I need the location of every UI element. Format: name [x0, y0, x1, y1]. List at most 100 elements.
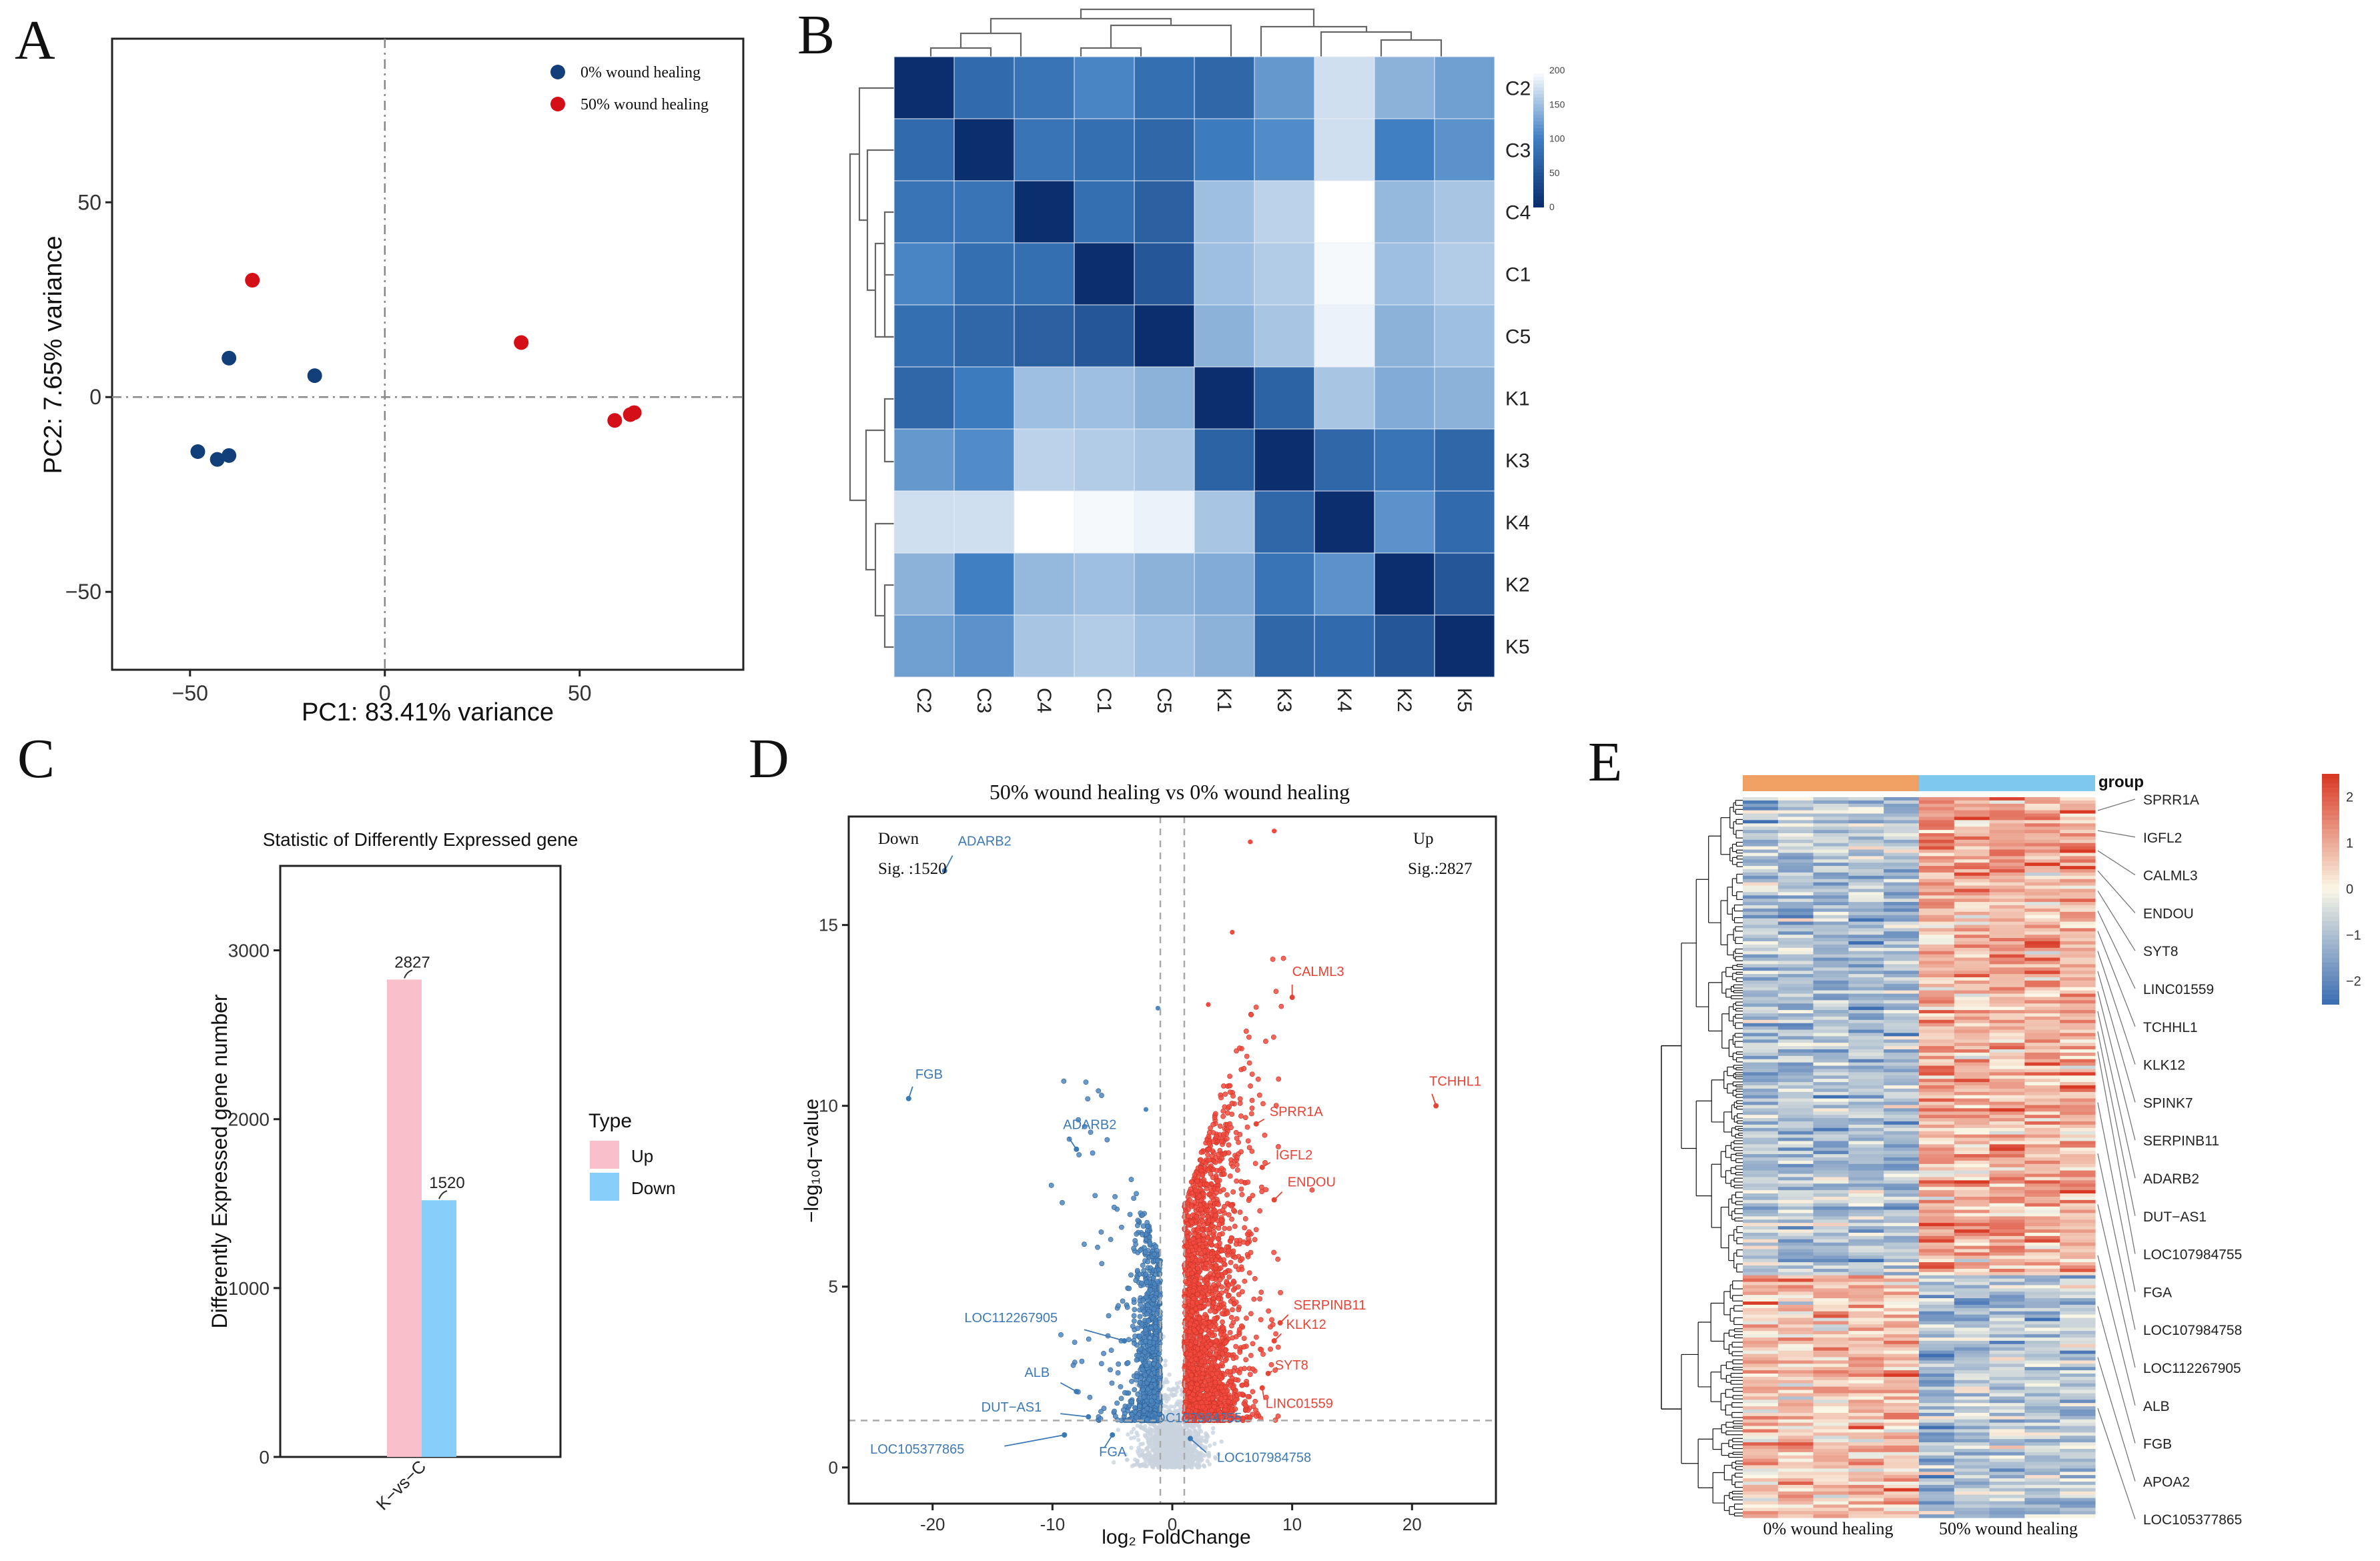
volcano-point-down — [1145, 1259, 1151, 1265]
volcano-point-down — [1146, 1360, 1152, 1366]
sample-heatmap-cell-3-5 — [1194, 242, 1255, 306]
volcano-point-down — [1098, 1409, 1104, 1414]
sample-heatmap-cell-4-6 — [1254, 304, 1315, 368]
volcano-point-ns — [1153, 1425, 1158, 1430]
sample-heatmap-cell-9-6 — [1254, 614, 1315, 678]
volcano-point-ns — [1186, 1464, 1191, 1469]
volcano-point-up — [1206, 1359, 1212, 1365]
sample-heatmap-cell-5-1 — [953, 366, 1015, 430]
volcano-gene-label-1: ADARB2 — [1063, 1118, 1116, 1133]
volcano-point-up — [1236, 1267, 1242, 1273]
sample-scale-segment-33 — [1533, 183, 1544, 187]
volcano-point-up — [1268, 1362, 1274, 1368]
volcano-point-up — [1199, 1387, 1205, 1392]
volcano-points — [1048, 829, 1315, 1470]
volcano-point-ns — [1203, 1431, 1208, 1436]
sample-heatmap-cell-5-0 — [893, 366, 955, 430]
pca-point-s1-0 — [245, 273, 260, 288]
volcano-point-up — [1238, 1186, 1244, 1192]
sample-heatmap-cell-1-9 — [1434, 118, 1495, 181]
volcano-point-down — [1134, 1223, 1140, 1228]
volcano-point-up — [1194, 1386, 1200, 1392]
volcano-point-up — [1237, 1350, 1243, 1355]
volcano-point-up — [1266, 1308, 1272, 1314]
volcano-point-ns — [1174, 1381, 1180, 1386]
sample-heatmap-cell-3-7 — [1314, 242, 1375, 306]
volcano-point-ns — [1123, 1452, 1128, 1457]
volcano-point-up — [1221, 1171, 1227, 1177]
volcano-point-down — [1083, 1079, 1089, 1085]
volcano-point-up — [1194, 1178, 1200, 1184]
volcano-point-up — [1218, 1265, 1224, 1271]
sample-heatmap-cell-0-0 — [893, 56, 955, 119]
volcano-point-up — [1224, 1279, 1230, 1284]
volcano-point-up — [1204, 1227, 1210, 1233]
volcano-point-down — [1152, 1251, 1157, 1257]
sample-scale-segment-34 — [1533, 186, 1544, 191]
volcano-point-ns — [1139, 1426, 1144, 1430]
deg-bar-category-label: K−vs−C — [372, 1456, 430, 1514]
volcano-point-up — [1275, 1256, 1281, 1262]
volcano-point-up — [1242, 1278, 1248, 1284]
volcano-point-down — [1108, 1237, 1114, 1242]
sample-heatmap-cell-1-6 — [1254, 118, 1315, 181]
sample-scale-segment-25 — [1533, 155, 1544, 160]
volcano-point-ns — [1153, 1447, 1158, 1452]
sample-scale-segment-20 — [1533, 138, 1544, 143]
volcano-point-down — [1137, 1380, 1143, 1386]
volcano-point-up — [1204, 1203, 1210, 1209]
volcano-point-down — [1124, 1304, 1130, 1310]
volcano-point-down — [1098, 1229, 1104, 1235]
sample-scale-segment-1 — [1533, 73, 1544, 78]
volcano-point-ns — [1206, 1454, 1211, 1459]
volcano-point-up — [1209, 1153, 1215, 1159]
volcano-point-up — [1273, 1331, 1278, 1337]
volcano-point-outlier-4 — [1272, 829, 1277, 834]
volcano-point-up — [1216, 1306, 1222, 1312]
volcano-point-up — [1187, 1321, 1193, 1327]
volcano-point-ns — [1142, 1427, 1148, 1432]
volcano-point-ns — [1136, 1438, 1141, 1442]
volcano-point-ns — [1179, 1407, 1184, 1412]
volcano-point-up — [1212, 1207, 1218, 1213]
volcano-point-up — [1250, 1341, 1256, 1347]
volcano-point-down — [1140, 1231, 1145, 1237]
volcano-point-up — [1226, 1225, 1232, 1231]
volcano-point-ns — [1200, 1438, 1204, 1443]
volcano-point-up — [1208, 1125, 1213, 1131]
volcano-point-ns — [1184, 1440, 1190, 1446]
volcano-gene-leader-1 — [1068, 1137, 1078, 1150]
volcano-point-ns — [1208, 1443, 1212, 1448]
sample-heatmap-cell-2-2 — [1014, 180, 1075, 243]
volcano-point-down — [1082, 1241, 1087, 1247]
sample-heatmap-cell-8-2 — [1014, 552, 1075, 616]
sample-col-label-1: C3 — [973, 688, 995, 713]
volcano-point-down — [1061, 1078, 1067, 1084]
volcano-point-up — [1230, 1189, 1236, 1195]
volcano-point-up — [1212, 1115, 1218, 1121]
sample-col-label-0: C2 — [913, 688, 935, 713]
pca-y-axis-label: PC2: 7.65% variance — [39, 236, 67, 474]
sample-row-label-4: C5 — [1505, 326, 1531, 348]
volcano-point-down — [1112, 1408, 1117, 1414]
sample-heatmap-cell-4-9 — [1434, 304, 1495, 368]
volcano-point-up — [1259, 1189, 1265, 1195]
volcano-point-down — [1101, 1350, 1106, 1356]
volcano-point-ns — [1129, 1430, 1134, 1435]
volcano-point-down — [1152, 1324, 1158, 1330]
sample-row-label-9: K5 — [1505, 636, 1530, 658]
volcano-point-down — [1134, 1414, 1140, 1420]
pca-x-tick-label-0: −50 — [172, 681, 208, 705]
volcano-point-down — [1118, 1396, 1124, 1402]
volcano-point-up — [1215, 1186, 1220, 1192]
sample-heatmap-cell-2-0 — [893, 180, 955, 243]
pca-y-tick-label-1: 0 — [89, 385, 101, 409]
volcano-point-up — [1224, 1192, 1230, 1198]
volcano-point-down — [1086, 1336, 1092, 1342]
sample-row-label-0: C2 — [1505, 78, 1531, 100]
volcano-point-up — [1202, 1347, 1208, 1353]
volcano-point-down — [1154, 1279, 1160, 1285]
volcano-point-down — [1114, 1400, 1120, 1406]
volcano-point-up — [1202, 1320, 1208, 1326]
volcano-point-down — [1139, 1280, 1144, 1286]
